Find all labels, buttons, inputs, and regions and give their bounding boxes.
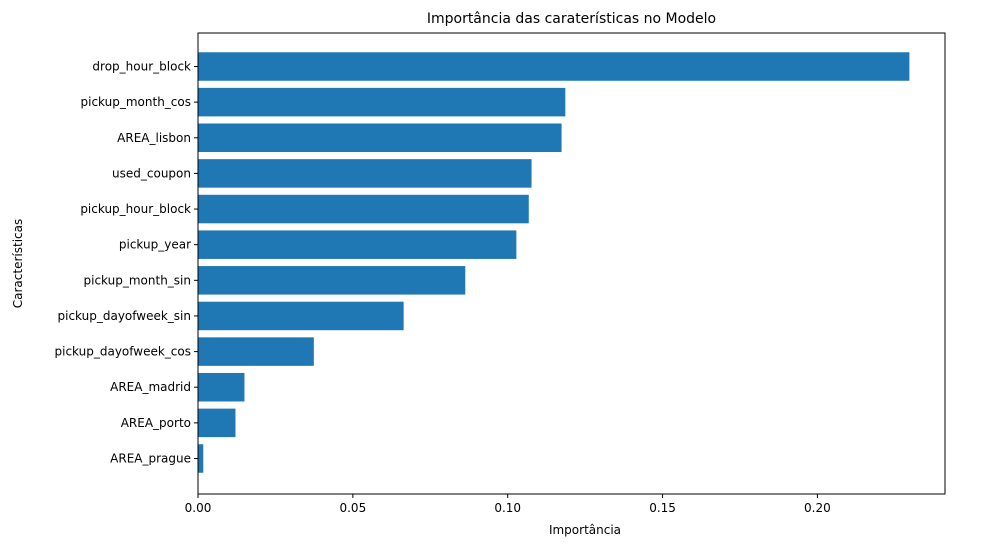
y-tick-label: pickup_month_sin [84,273,192,287]
y-axis-title: Características [11,219,25,308]
bar-AREA_madrid [198,372,245,402]
x-ticks-group: 0.00 0.05 0.10 0.15 0.20 [185,494,831,515]
y-tick-label: AREA_prague [110,452,191,466]
bar-AREA_prague [198,444,204,473]
x-tick-label: 0.20 [804,501,831,515]
x-tick-label: 0.15 [649,501,676,515]
y-tick-label: pickup_year [119,238,191,252]
x-tick-label: 0.00 [185,501,212,515]
chart-title: Importância das caraterísticas no Modelo [427,11,716,27]
y-tick-label: AREA_lisbon [117,131,191,145]
bar-pickup_dayofweek_sin [198,301,404,331]
y-tick-label: AREA_porto [121,416,191,430]
y-ticks-group: drop_hour_block pickup_month_cos AREA_lisb… [55,60,198,466]
bar-drop_hour_block [198,52,910,81]
bar-AREA_lisbon [198,123,562,153]
plot-frame [197,32,946,495]
bars-group [198,52,910,473]
bar-pickup_hour_block [198,194,529,224]
bar-pickup_month_cos [198,87,566,117]
y-tick-label: pickup_dayofweek_sin [58,309,192,323]
y-tick-label: pickup_month_cos [81,95,192,109]
x-tick-label: 0.10 [494,501,521,515]
bar-pickup_dayofweek_cos [198,337,314,366]
bar-used_coupon [198,159,532,188]
y-tick-label: used_coupon [112,166,191,180]
bar-pickup_month_sin [198,266,466,295]
bar-pickup_year [198,230,517,259]
y-tick-label: pickup_hour_block [80,202,191,216]
y-tick-label: AREA_madrid [110,380,191,394]
x-axis-title: Importância [549,523,621,537]
y-tick-label: drop_hour_block [92,60,191,74]
y-tick-label: pickup_dayofweek_cos [55,345,192,359]
x-tick-label: 0.05 [339,501,366,515]
bar-AREA_porto [198,408,236,438]
